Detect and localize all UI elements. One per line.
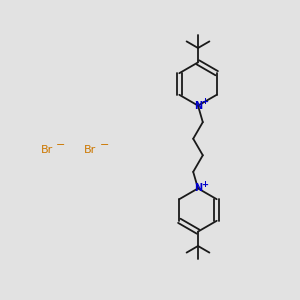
Text: +: +	[201, 98, 208, 106]
Text: Br: Br	[40, 145, 52, 155]
Text: −: −	[56, 140, 66, 150]
Text: N: N	[194, 100, 202, 111]
Text: N: N	[194, 183, 202, 194]
Text: +: +	[201, 180, 208, 189]
Text: −: −	[100, 140, 109, 150]
Text: Br: Br	[84, 145, 96, 155]
